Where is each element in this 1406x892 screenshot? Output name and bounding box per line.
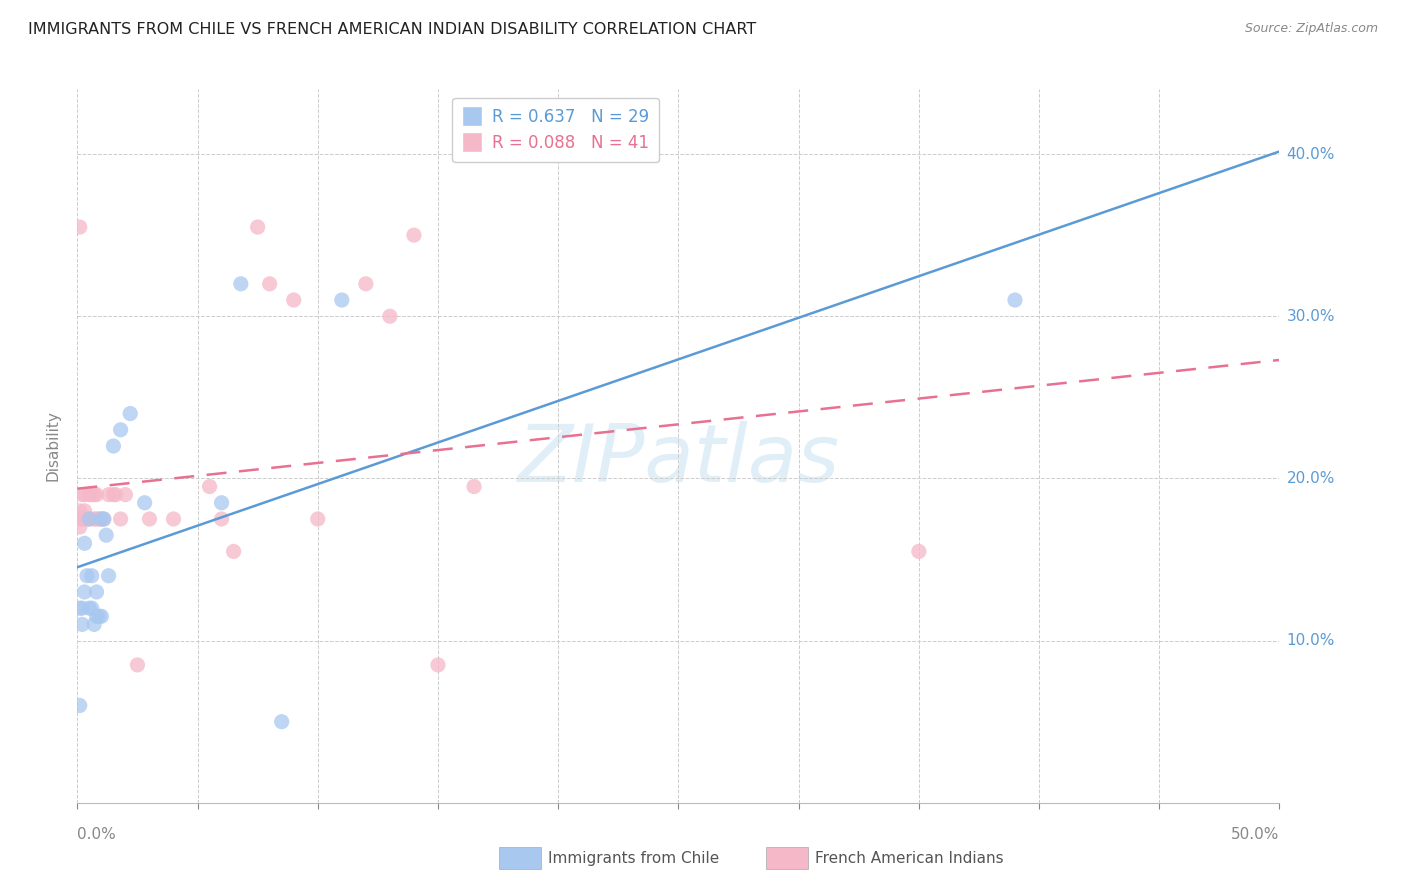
- Point: [93, 512, 115, 526]
- Text: Source: ZipAtlas.com: Source: ZipAtlas.com: [1244, 22, 1378, 36]
- Point: [283, 293, 305, 307]
- Point: [90, 512, 112, 526]
- Point: [73, 512, 96, 526]
- Text: Immigrants from Chile: Immigrants from Chile: [548, 851, 720, 865]
- Point: [463, 479, 485, 493]
- Point: [80, 568, 103, 582]
- Point: [103, 488, 125, 502]
- Point: [229, 277, 252, 291]
- Point: [70, 617, 93, 632]
- Point: [69, 698, 91, 713]
- Point: [211, 512, 233, 526]
- Point: [162, 512, 184, 526]
- Point: [104, 488, 127, 502]
- Point: [138, 512, 160, 526]
- Text: 40.0%: 40.0%: [1286, 146, 1334, 161]
- Point: [90, 512, 112, 526]
- Point: [69, 520, 91, 534]
- Point: [73, 504, 96, 518]
- Point: [86, 512, 108, 526]
- Point: [73, 536, 96, 550]
- Point: [96, 528, 118, 542]
- Point: [87, 512, 110, 526]
- Point: [69, 504, 91, 518]
- Text: IMMIGRANTS FROM CHILE VS FRENCH AMERICAN INDIAN DISABILITY CORRELATION CHART: IMMIGRANTS FROM CHILE VS FRENCH AMERICAN…: [28, 22, 756, 37]
- Point: [354, 277, 377, 291]
- Point: [198, 479, 221, 493]
- Point: [73, 585, 96, 599]
- Point: [70, 488, 93, 502]
- Point: [110, 423, 132, 437]
- Point: [79, 601, 101, 615]
- Text: French American Indians: French American Indians: [815, 851, 1004, 865]
- Point: [97, 488, 120, 502]
- Text: 20.0%: 20.0%: [1286, 471, 1334, 486]
- Text: 50.0%: 50.0%: [1232, 827, 1279, 841]
- Point: [69, 601, 91, 615]
- Point: [1004, 293, 1026, 307]
- Point: [86, 585, 108, 599]
- Legend: R = 0.637   N = 29, R = 0.088   N = 41: R = 0.637 N = 29, R = 0.088 N = 41: [453, 97, 659, 161]
- Point: [83, 512, 105, 526]
- Point: [79, 488, 101, 502]
- Point: [307, 512, 329, 526]
- Point: [86, 609, 108, 624]
- Point: [69, 220, 91, 235]
- Point: [134, 496, 156, 510]
- Point: [83, 617, 105, 632]
- Point: [246, 220, 269, 235]
- Text: 30.0%: 30.0%: [1286, 309, 1334, 324]
- Point: [80, 488, 103, 502]
- Point: [79, 512, 101, 526]
- Text: 0.0%: 0.0%: [77, 827, 117, 841]
- Point: [87, 609, 110, 624]
- Point: [70, 601, 93, 615]
- Point: [222, 544, 245, 558]
- Point: [86, 488, 108, 502]
- Point: [83, 488, 105, 502]
- Point: [211, 496, 233, 510]
- Point: [402, 228, 425, 243]
- Point: [378, 310, 401, 324]
- Point: [90, 609, 112, 624]
- Text: ZIPatlas: ZIPatlas: [517, 421, 839, 500]
- Point: [76, 568, 98, 582]
- Point: [103, 439, 125, 453]
- Point: [70, 512, 93, 526]
- Point: [93, 512, 115, 526]
- Point: [120, 407, 142, 421]
- Point: [97, 568, 120, 582]
- Point: [270, 714, 292, 729]
- Point: [259, 277, 281, 291]
- Text: 10.0%: 10.0%: [1286, 633, 1334, 648]
- Y-axis label: Disability: Disability: [45, 410, 60, 482]
- Point: [69, 512, 91, 526]
- Point: [110, 512, 132, 526]
- Point: [908, 544, 931, 558]
- Point: [114, 488, 136, 502]
- Point: [76, 512, 98, 526]
- Point: [127, 657, 149, 672]
- Point: [79, 512, 101, 526]
- Point: [427, 657, 450, 672]
- Point: [73, 488, 96, 502]
- Point: [330, 293, 353, 307]
- Point: [80, 601, 103, 615]
